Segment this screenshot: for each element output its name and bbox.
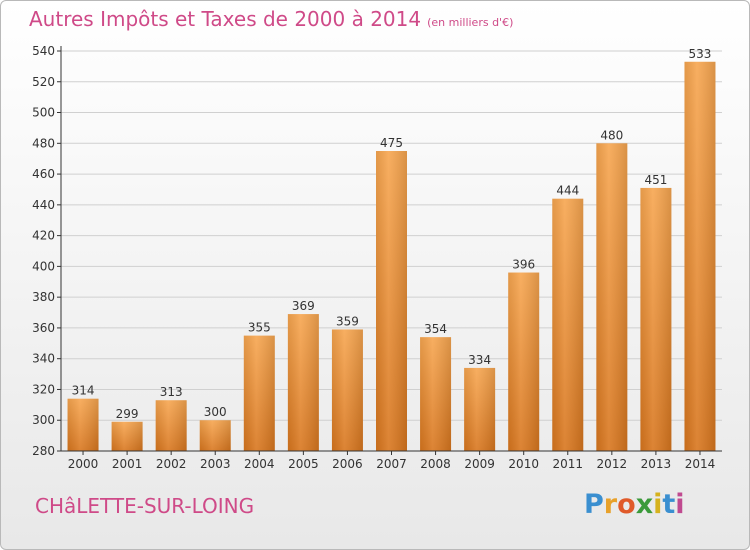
data-label: 451 (644, 173, 667, 187)
data-label: 396 (512, 258, 535, 272)
logo-letter: P (584, 489, 604, 520)
y-tick-label: 320 (32, 382, 55, 396)
data-label: 299 (116, 407, 139, 421)
bar-shade (640, 187, 672, 451)
x-tick-label: 2001 (112, 457, 143, 471)
bar-shade (67, 398, 99, 451)
proxiti-logo: Proxiti (584, 489, 685, 520)
y-tick-label: 440 (32, 198, 55, 212)
city-name: CHâLETTE-SUR-LOING (35, 494, 255, 518)
chart-title: Autres Impôts et Taxes de 2000 à 2014 (en… (29, 7, 513, 31)
data-label: 533 (689, 47, 712, 61)
axis-layer (57, 46, 722, 455)
data-label: 355 (248, 321, 271, 335)
logo-letter: o (617, 489, 636, 520)
data-label: 359 (336, 314, 359, 328)
chart-subtitle: (en milliers d'€) (427, 16, 514, 29)
data-label: 475 (380, 136, 403, 150)
data-label: 444 (556, 184, 579, 198)
logo-letter: r (603, 489, 618, 520)
y-tick-label: 460 (32, 167, 55, 181)
data-label: 480 (600, 128, 623, 142)
y-tick-label: 380 (32, 290, 55, 304)
bar-shade (508, 272, 540, 451)
data-label: 300 (204, 405, 227, 419)
bar-shade (155, 400, 187, 451)
x-tick-label: 2000 (68, 457, 99, 471)
logo-letter: i (675, 489, 685, 520)
x-tick-label: 2013 (641, 457, 672, 471)
x-tick-label: 2010 (508, 457, 539, 471)
y-tick-label: 480 (32, 136, 55, 150)
y-tick-label: 400 (32, 259, 55, 273)
chart-title-text: Autres Impôts et Taxes de 2000 à 2014 (29, 7, 422, 31)
bar-shade (420, 337, 452, 451)
x-tick-label: 2006 (332, 457, 363, 471)
bar-layer (67, 61, 716, 452)
y-tick-label: 540 (32, 44, 55, 58)
data-label: 334 (468, 353, 491, 367)
x-tick-label: 2005 (288, 457, 319, 471)
bar-shade (287, 314, 319, 451)
y-tick-label: 280 (32, 444, 55, 458)
data-label: 314 (72, 384, 95, 398)
bar-shade (376, 151, 407, 451)
y-tick-label: 340 (32, 352, 55, 366)
x-tick-label: 2009 (464, 457, 495, 471)
y-tick-label: 420 (32, 229, 55, 243)
logo-letter: t (662, 489, 676, 520)
x-tick-label: 2014 (685, 457, 716, 471)
y-tick-label: 500 (32, 106, 55, 120)
x-tick-label: 2002 (156, 457, 187, 471)
y-tick-label: 520 (32, 75, 55, 89)
data-label: 313 (160, 385, 183, 399)
y-tick-label: 360 (32, 321, 55, 335)
x-tick-label: 2003 (200, 457, 231, 471)
x-tick-label: 2004 (244, 457, 275, 471)
data-label: 369 (292, 299, 315, 313)
bar-shade (552, 198, 584, 451)
bar-shade (243, 335, 275, 451)
data-label: 354 (424, 322, 447, 336)
bar-shade (111, 421, 143, 451)
bar-shade (596, 143, 628, 452)
bar-shade (464, 367, 496, 451)
bar-shade (199, 420, 231, 451)
x-tick-label: 2007 (376, 457, 407, 471)
x-tick-label: 2012 (597, 457, 628, 471)
logo-letter: i (653, 489, 663, 520)
logo-letter: x (635, 489, 654, 520)
bar-shade (684, 61, 716, 452)
y-tick-label: 300 (32, 413, 55, 427)
x-tick-label: 2008 (420, 457, 451, 471)
x-tick-label: 2011 (552, 457, 583, 471)
bar-shade (331, 329, 363, 451)
label-layer: 280 300 320 340 360 380 400 420 440 460 480 500 520 5… (32, 44, 715, 471)
